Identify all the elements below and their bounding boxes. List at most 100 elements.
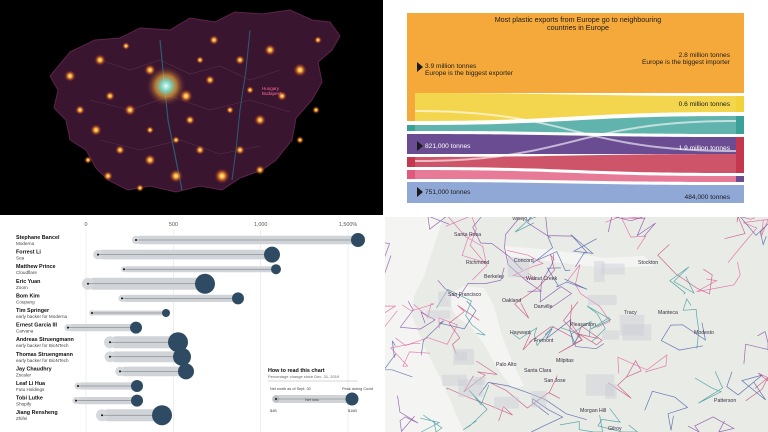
district-boundary [395, 317, 458, 346]
city-label: Pleasanton [570, 322, 596, 328]
district-boundary [420, 300, 477, 356]
left-label-volume: 3.9 million tonnes [425, 63, 477, 70]
left-node-red [407, 157, 415, 167]
row-name: Tim Springer [16, 308, 50, 314]
city-label: Tracy [624, 310, 637, 316]
peak-bubble [152, 405, 172, 426]
city-light [136, 184, 144, 192]
row-company: Futu Holdings [16, 387, 45, 392]
row-name: Forrest Li [16, 250, 41, 256]
city-label: Santa Rosa [454, 232, 481, 238]
start-marker [97, 253, 99, 256]
flow-europe-yellow [415, 93, 736, 121]
right-node-europe [736, 13, 744, 93]
city-light [179, 89, 193, 103]
start-marker [135, 239, 137, 241]
panel-divider-horizontal [0, 215, 768, 217]
row-company: early backer for BioNTech [16, 343, 69, 348]
urban-area [531, 390, 547, 408]
peak-bubble [131, 394, 143, 407]
district-boundary [490, 375, 561, 409]
district-boundary [511, 325, 554, 347]
district-boundary [447, 216, 487, 264]
city-label: Santa Clara [524, 368, 552, 374]
district-boundary [539, 254, 573, 310]
peak-bubble [130, 321, 142, 334]
city-light [75, 105, 85, 115]
row-name: Jay Chaudhry [16, 366, 52, 372]
legend-right-value: $16B [348, 409, 357, 413]
district-boundary [694, 371, 724, 404]
city-light [296, 136, 304, 144]
sankey-svg: Most plastic exports from Europe go to n… [407, 13, 744, 203]
district-boundary [384, 305, 398, 329]
arrow-left-blue [417, 187, 423, 197]
start-marker [91, 312, 93, 314]
district-boundary [605, 216, 647, 250]
city-light [264, 44, 276, 56]
left-node-pink [407, 170, 415, 179]
city-light [146, 66, 186, 106]
city-light [255, 165, 265, 175]
left-node-teal [407, 125, 415, 131]
city-label: Gilroy [608, 426, 622, 432]
right-node-blue [736, 185, 744, 203]
city-label: Oakland [502, 298, 521, 304]
peak-bubble [351, 233, 365, 247]
city-light [277, 91, 287, 101]
city-light [314, 36, 322, 44]
district-boundary [669, 266, 695, 295]
peak-bubble [195, 273, 215, 294]
district-boundary [696, 261, 741, 293]
city-light [226, 106, 234, 114]
peak-bubble [271, 264, 281, 275]
legend-left-value: $4B [270, 409, 277, 413]
bay-area-boundary-map-panel: Vallejo Santa Rosa Richmond Concord Walnut C… [384, 216, 768, 432]
city-light [254, 114, 266, 126]
city-light [105, 91, 115, 101]
city-label: Berkeley [484, 274, 505, 280]
start-marker [119, 370, 121, 373]
billionaire-dumbbell-panel: 0 500 1,000 1,500% Stephane Bancel Moderna Fo… [0, 216, 384, 432]
flow-pink [415, 170, 736, 182]
district-boundary [463, 360, 498, 393]
row-company: Zoom [16, 285, 28, 290]
city-label: Manteca [658, 310, 678, 316]
flow-purple [415, 134, 736, 154]
city-label: Richmond [466, 260, 489, 266]
city-light [195, 145, 205, 155]
district-boundary [607, 216, 656, 237]
bay-map-svg: Vallejo Santa Rosa Richmond Concord Walnut C… [384, 216, 768, 432]
district-boundary [514, 216, 539, 233]
start-marker [109, 355, 111, 358]
right-label-0-6m: 0.6 million tonnes [679, 101, 731, 108]
left-node-blue [407, 182, 415, 203]
right-node-purple [736, 176, 744, 182]
right-node-teal [736, 116, 744, 134]
row-company: Zhifei [16, 416, 27, 421]
urban-area [453, 349, 475, 365]
urban-area [458, 379, 484, 397]
district-boundary [745, 372, 768, 402]
urban-area [473, 376, 486, 385]
city-lights-layer [64, 35, 322, 192]
tick-label: 500 [169, 222, 178, 228]
city-light [146, 126, 154, 134]
district-boundary [644, 390, 689, 431]
pacific-ocean [384, 216, 464, 432]
district-boundary [566, 264, 611, 328]
row-name: Jiang Rensheng [16, 410, 58, 416]
start-marker [77, 385, 79, 387]
peak-bubble [131, 380, 143, 392]
city-light [172, 136, 180, 144]
urban-area [507, 257, 530, 278]
flow-highlight-2 [415, 120, 736, 162]
row-name: Eric Yuan [16, 279, 40, 285]
city-light [124, 104, 136, 116]
boundary-lines [384, 216, 768, 432]
district-boundary [682, 298, 700, 349]
district-boundary [617, 354, 668, 374]
peak-bubble [178, 363, 194, 380]
